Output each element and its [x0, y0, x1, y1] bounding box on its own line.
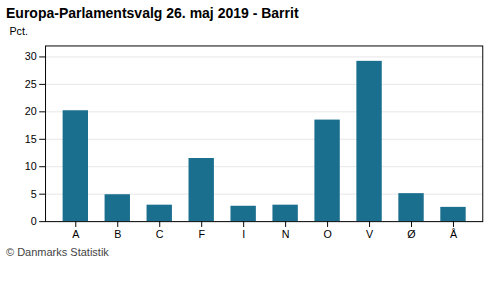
- svg-text:30: 30: [25, 50, 37, 62]
- svg-text:Å: Å: [450, 228, 458, 240]
- svg-text:I: I: [242, 228, 245, 240]
- svg-text:N: N: [282, 228, 290, 240]
- svg-text:C: C: [156, 228, 164, 240]
- svg-text:0: 0: [31, 215, 37, 227]
- svg-text:B: B: [114, 228, 121, 240]
- svg-text:25: 25: [25, 78, 37, 90]
- svg-text:20: 20: [25, 105, 37, 117]
- svg-text:5: 5: [31, 188, 37, 200]
- svg-text:A: A: [72, 228, 80, 240]
- svg-text:V: V: [366, 228, 374, 240]
- svg-text:O: O: [323, 228, 331, 240]
- svg-text:F: F: [198, 228, 205, 240]
- html-text:© Danmarks Statistik: © Danmarks Statistik: [6, 245, 109, 258]
- html-text:Europa-Parlamentsvalg 26. maj: Europa-Parlamentsvalg 26. maj 2019 - Bar…: [6, 5, 299, 21]
- svg-text:10: 10: [25, 160, 37, 172]
- svg-text:Ø: Ø: [407, 228, 415, 240]
- svg-text:Pct.: Pct.: [9, 25, 27, 37]
- svg-text:15: 15: [25, 133, 37, 145]
